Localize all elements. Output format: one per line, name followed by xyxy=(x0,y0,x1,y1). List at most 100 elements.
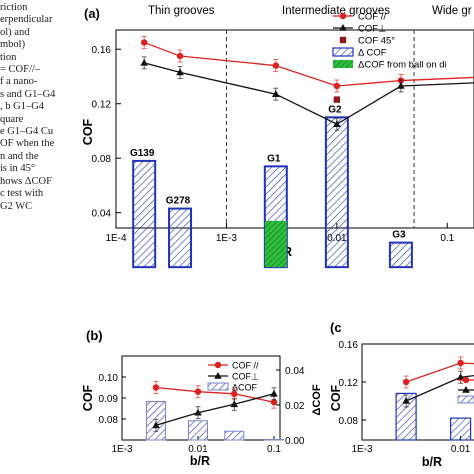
cof-perp-point xyxy=(456,373,465,381)
y-axis-title: COF xyxy=(81,118,95,145)
cof-perp-point xyxy=(176,68,184,76)
y-tick-label: 0.16 xyxy=(339,340,359,351)
caption-line: hows ΔCOF xyxy=(0,175,52,187)
cof-perp-line xyxy=(144,62,474,125)
y-tick-label: 0.09 xyxy=(99,394,119,405)
cof-perp-point xyxy=(402,397,410,404)
cof-perp-point xyxy=(397,82,405,89)
panel-a-frame xyxy=(115,29,474,229)
legend-swatch xyxy=(332,47,354,57)
caption-line: mbol) xyxy=(0,39,26,51)
caption-line: , b G1–G4 xyxy=(0,101,45,113)
cof-perp-point xyxy=(272,90,280,97)
ball-on-disc-bar xyxy=(264,220,287,268)
figure-caption: riction erpendicular ol) and mbol) tion … xyxy=(0,2,96,213)
cof-perp-line xyxy=(155,393,275,426)
bar-label: G278 xyxy=(166,196,191,207)
legend-entry: COF // xyxy=(358,12,386,23)
x-tick-label: 0.01 xyxy=(188,444,208,455)
delta-cof-bar xyxy=(263,439,284,441)
delta-cof-bar xyxy=(168,207,193,269)
caption-line: = COF//– xyxy=(0,64,41,76)
cof-parallel-point xyxy=(270,399,278,406)
delta-cof-bar xyxy=(395,392,417,441)
region-label: Thin grooves xyxy=(148,5,215,17)
y-tick-label: 0.08 xyxy=(99,415,119,426)
caption-line: n and the xyxy=(0,150,39,162)
x-axis-title: b/R xyxy=(422,455,442,469)
legend-entry: COF⊥ xyxy=(358,24,386,35)
legend-entry: COF⊥ xyxy=(232,372,259,382)
cof-parallel-point xyxy=(140,39,148,46)
region-label: Wide gr xyxy=(432,5,472,17)
caption-line: G2 WC xyxy=(0,200,33,212)
legend-entry: COF // xyxy=(232,361,259,371)
bar-label: G139 xyxy=(130,148,155,159)
panel-b: (b) 1E-3 0.01 0.1 0.08 0.09 0.10 0.00 0.02 0.04 b/… xyxy=(81,328,323,468)
legend-swatch xyxy=(207,382,229,391)
y2-axis-title: ΔCOF xyxy=(311,384,323,415)
y2-tick-label: 0.00 xyxy=(285,436,305,447)
legend-marker xyxy=(339,36,347,44)
y-tick-label: 0.04 xyxy=(92,209,112,220)
panel-a: (a) Thin grooves Intermediate grooves Wide … xyxy=(81,5,474,269)
legend-marker xyxy=(214,372,222,379)
x-tick-label: 0.01 xyxy=(451,444,471,455)
y-tick-label: 0.12 xyxy=(92,100,112,111)
cof-perp-point xyxy=(152,421,160,429)
legend-entry: ΔCOF from ball on di xyxy=(358,60,447,71)
cof-perp-point xyxy=(194,408,202,416)
legend-entry: ΔCOF xyxy=(232,383,258,393)
caption-line: tion xyxy=(0,51,17,63)
y-tick-label: 0.12 xyxy=(339,378,359,389)
panel-b-legend: COF //COF⊥ΔCOF xyxy=(207,361,259,393)
legend-swatch xyxy=(457,395,474,404)
x-tick-label: 0.1 xyxy=(267,444,281,455)
bar-label: G1 xyxy=(267,153,281,164)
legend-swatch xyxy=(333,60,353,68)
legend-entry: COF 45° xyxy=(358,36,395,47)
y-axis-title: COF xyxy=(81,384,95,411)
cof-parallel-point xyxy=(457,359,464,367)
caption-line: erpendicular xyxy=(0,14,53,26)
cof-perp-point xyxy=(270,389,278,397)
caption-line: quare xyxy=(0,113,24,125)
x-tick-label: 0.1 xyxy=(440,233,454,244)
cof-parallel-point xyxy=(231,390,238,397)
cof-parallel-point xyxy=(402,378,410,386)
cof-perp-point xyxy=(230,400,239,408)
x-axis-title: b/R xyxy=(190,454,210,468)
cof-parallel-line xyxy=(155,386,275,403)
y2-tick-label: 0.04 xyxy=(285,366,305,377)
delta-cof-bar xyxy=(187,420,208,441)
delta-cof-bar xyxy=(450,417,472,441)
delta-cof-bar xyxy=(324,116,349,269)
bar-label: G3 xyxy=(392,230,406,241)
cof-parallel-point xyxy=(176,52,184,60)
caption-line: riction xyxy=(0,2,28,13)
cof-perp-point xyxy=(333,120,341,127)
y-tick-label: 0.16 xyxy=(92,45,112,56)
caption-line: OF when the xyxy=(0,138,55,150)
x-tick-label: 1E-4 xyxy=(105,233,127,244)
panel-c-frame xyxy=(361,343,474,441)
panel-c-label: (c xyxy=(330,320,342,335)
y-axis-title: COF xyxy=(329,384,343,411)
caption-line: c test with xyxy=(0,188,44,200)
y2-tick-label: 0.02 xyxy=(285,401,305,412)
cof-parallel-point xyxy=(194,388,202,395)
y-tick-label: 0.08 xyxy=(92,154,112,165)
delta-cof-bar xyxy=(388,241,413,269)
legend-marker xyxy=(339,12,347,20)
panel-a-label: (a) xyxy=(84,6,100,21)
legend-marker xyxy=(462,376,470,384)
caption-line: s and G1–G4 xyxy=(0,88,56,100)
x-tick-label: 1E-3 xyxy=(351,444,373,455)
caption-line: is in 45° xyxy=(0,163,36,175)
legend-marker xyxy=(339,24,347,31)
cof-45-point xyxy=(333,96,341,103)
y-tick-label: 0.10 xyxy=(99,373,119,384)
panel-b-label: (b) xyxy=(86,328,103,343)
